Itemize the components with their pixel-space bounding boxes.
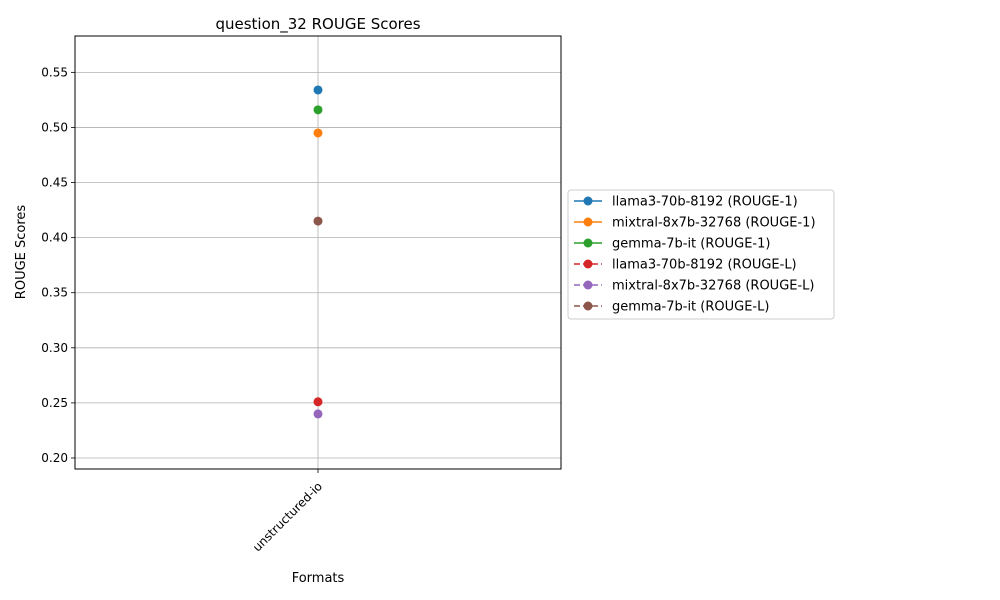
legend-label: mixtral-8x7b-32768 (ROUGE-L) — [612, 279, 815, 294]
y-tick-label: 0.25 — [41, 396, 68, 410]
legend-label: gemma-7b-it (ROUGE-1) — [612, 237, 770, 252]
y-tick-label: 0.20 — [41, 451, 68, 465]
legend-item: llama3-70b-8192 (ROUGE-L) — [574, 258, 797, 273]
legend-label: llama3-70b-8192 (ROUGE-1) — [612, 195, 798, 210]
y-tick-label: 0.40 — [41, 231, 68, 245]
grid — [75, 36, 561, 469]
y-tick-label: 0.35 — [41, 286, 68, 300]
legend-label: llama3-70b-8192 (ROUGE-L) — [612, 258, 797, 273]
y-axis-label: ROUGE Scores — [14, 205, 29, 300]
x-axis-label: Formats — [292, 571, 345, 586]
legend-item: gemma-7b-it (ROUGE-1) — [574, 237, 770, 252]
data-point — [313, 128, 323, 138]
y-axis-ticks: 0.20 0.25 0.30 0.35 0.40 0.45 0.50 0.55 — [41, 65, 75, 465]
legend-label: mixtral-8x7b-32768 (ROUGE-1) — [612, 216, 816, 231]
data-points — [313, 85, 323, 419]
legend-frame — [567, 189, 835, 320]
chart-title: question_32 ROUGE Scores — [215, 15, 420, 34]
y-tick-label: 0.30 — [41, 341, 68, 355]
legend-marker — [583, 280, 593, 290]
legend-marker — [583, 196, 593, 206]
data-point — [313, 409, 323, 419]
legend-marker — [583, 259, 593, 269]
legend-marker — [583, 217, 593, 227]
legend-item: llama3-70b-8192 (ROUGE-1) — [574, 195, 798, 210]
y-tick-label: 0.45 — [41, 176, 68, 190]
legend-label: gemma-7b-it (ROUGE-L) — [612, 300, 769, 315]
legend-item: mixtral-8x7b-32768 (ROUGE-L) — [574, 279, 815, 294]
data-point — [313, 397, 323, 407]
legend-marker — [583, 301, 593, 311]
legend-item: gemma-7b-it (ROUGE-L) — [574, 300, 769, 315]
y-tick-label: 0.55 — [41, 65, 68, 79]
legend-item: mixtral-8x7b-32768 (ROUGE-1) — [574, 216, 816, 231]
data-point — [313, 216, 323, 226]
y-tick-label: 0.50 — [41, 120, 68, 134]
data-point — [313, 85, 323, 95]
legend: llama3-70b-8192 (ROUGE-1) mixtral-8x7b-32… — [567, 189, 835, 320]
data-point — [313, 105, 323, 115]
legend-marker — [583, 238, 593, 248]
